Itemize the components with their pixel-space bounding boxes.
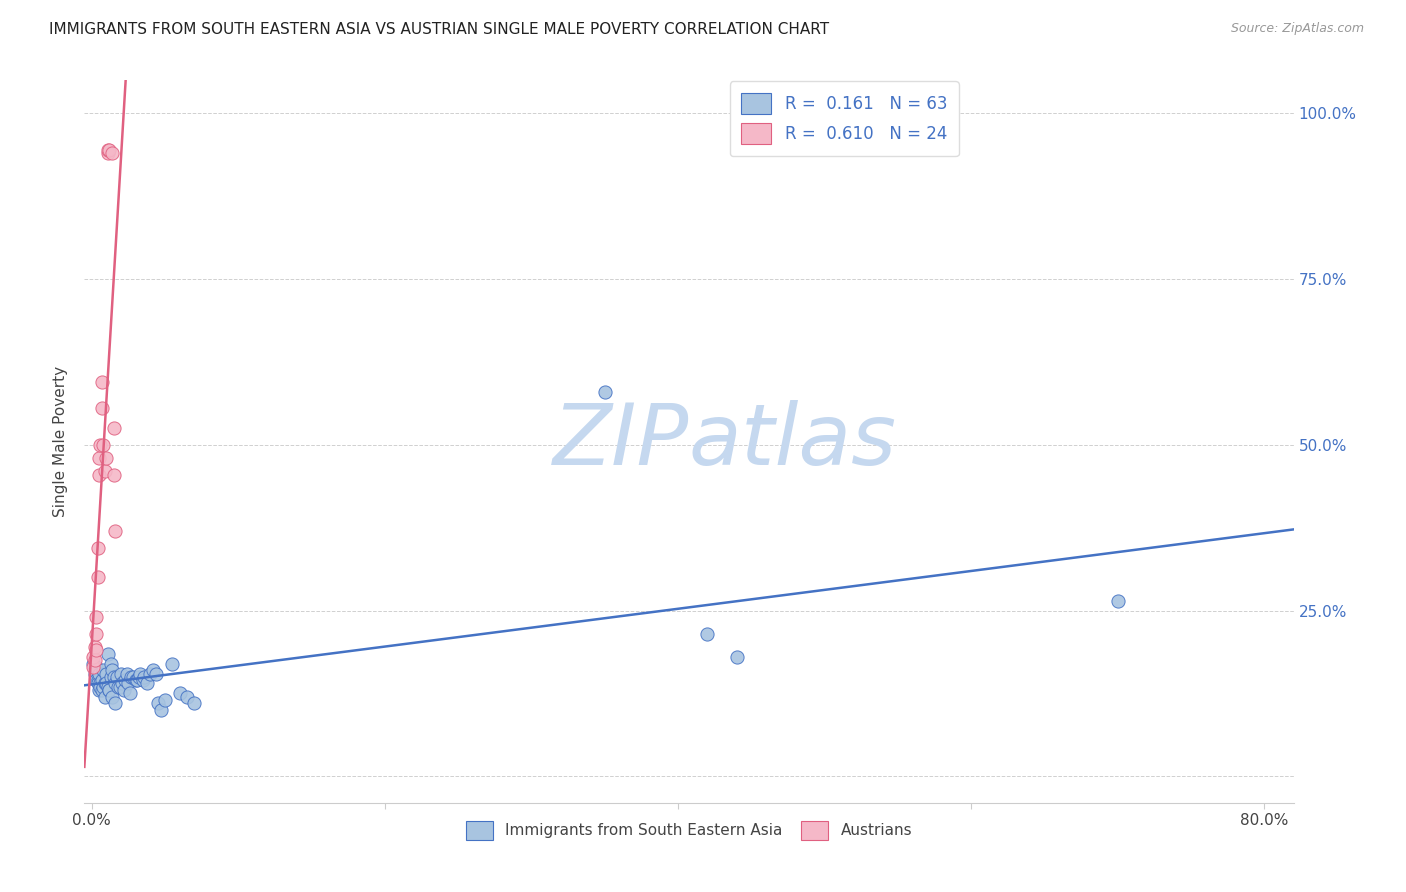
Point (97, 647, 120, 661)
Point (96, 451, 118, 466)
Point (98, 683, 121, 698)
Point (107, 680, 129, 694)
Point (86, 676, 108, 690)
Point (162, 657, 184, 671)
Point (101, 663, 124, 677)
Point (83, 666, 105, 681)
Legend: Immigrants from South Eastern Asia, Austrians: Immigrants from South Eastern Asia, Aust… (457, 812, 921, 849)
Point (100, 657, 122, 671)
Text: ZIP: ZIP (553, 400, 689, 483)
Point (142, 663, 165, 677)
Point (96, 666, 118, 681)
Point (84, 627, 107, 641)
Point (84, 660, 107, 674)
Point (105, 670, 128, 684)
Point (136, 676, 159, 690)
Point (1107, 593, 1129, 607)
Point (83, 653, 105, 667)
Point (97, 680, 120, 694)
Point (87, 467, 110, 482)
Point (134, 670, 156, 684)
Point (139, 666, 162, 681)
Point (101, 146, 124, 161)
Point (91, 401, 114, 416)
Point (91, 375, 114, 389)
Point (87, 451, 110, 466)
Point (93, 663, 115, 677)
Text: IMMIGRANTS FROM SOUTH EASTERN ASIA VS AUSTRIAN SINGLE MALE POVERTY CORRELATION C: IMMIGRANTS FROM SOUTH EASTERN ASIA VS AU… (49, 22, 830, 37)
Point (124, 673, 146, 688)
Point (104, 524, 127, 538)
Point (149, 703, 172, 717)
Point (114, 673, 136, 688)
Point (145, 666, 167, 681)
Point (87, 666, 110, 681)
Point (128, 670, 150, 684)
Point (103, 421, 125, 435)
Point (103, 467, 125, 482)
Point (91, 673, 114, 688)
Point (84, 610, 107, 624)
Point (103, 670, 125, 684)
Point (176, 690, 198, 704)
Point (98, 683, 121, 698)
Point (89, 676, 111, 690)
Point (127, 673, 149, 688)
Point (725, 650, 748, 665)
Point (115, 666, 138, 681)
Point (82, 650, 104, 665)
Text: Source: ZipAtlas.com: Source: ZipAtlas.com (1230, 22, 1364, 36)
Point (84, 673, 107, 688)
Point (108, 680, 131, 694)
Point (117, 676, 139, 690)
Point (104, 697, 127, 711)
Point (96, 676, 118, 690)
Point (93, 438, 115, 452)
Point (146, 697, 169, 711)
Point (86, 570, 108, 584)
Point (593, 384, 616, 399)
Point (94, 464, 117, 478)
Point (97, 146, 120, 161)
Point (696, 627, 718, 641)
Point (84, 643, 107, 657)
Point (101, 690, 124, 704)
Point (89, 438, 111, 452)
Y-axis label: Single Male Poverty: Single Male Poverty (53, 366, 69, 517)
Point (82, 660, 104, 674)
Point (86, 541, 108, 555)
Point (87, 683, 110, 698)
Point (82, 657, 104, 671)
Point (104, 676, 127, 690)
Text: atlas: atlas (689, 400, 897, 483)
Point (86, 673, 108, 688)
Point (91, 683, 114, 698)
Point (118, 686, 141, 700)
Point (153, 693, 176, 707)
Point (121, 670, 143, 684)
Point (94, 676, 117, 690)
Point (83, 640, 105, 654)
Point (183, 697, 205, 711)
Point (112, 683, 135, 698)
Point (129, 666, 152, 681)
Point (98, 143, 121, 157)
Point (120, 670, 142, 684)
Point (93, 680, 115, 694)
Point (83, 663, 105, 677)
Point (94, 690, 117, 704)
Point (111, 676, 134, 690)
Point (89, 680, 111, 694)
Point (100, 670, 122, 684)
Point (169, 686, 191, 700)
Point (97, 143, 120, 157)
Point (110, 666, 132, 681)
Point (132, 673, 155, 688)
